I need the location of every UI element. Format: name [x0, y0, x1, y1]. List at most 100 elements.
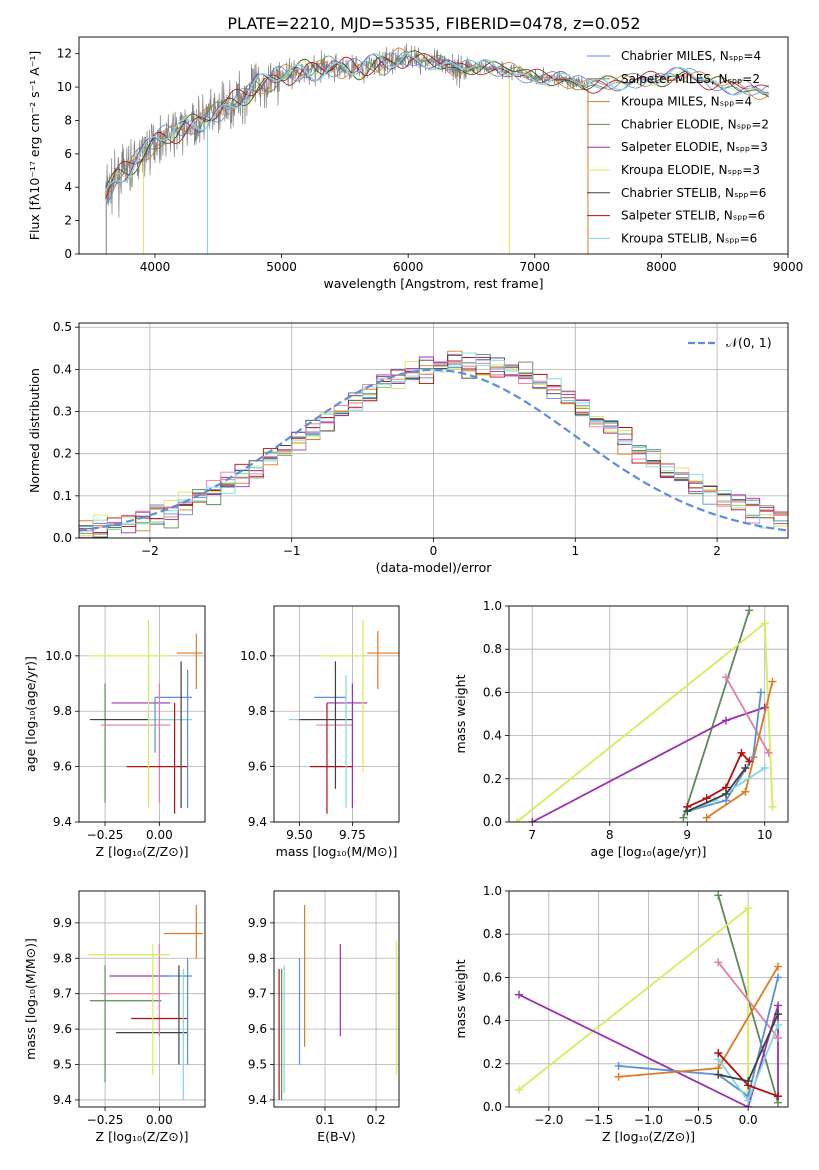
- x-tick-label: −2.0: [534, 1113, 563, 1127]
- y-axis-label: mass weight: [453, 959, 468, 1038]
- weight-point-marker: [737, 748, 746, 757]
- weight-point-marker: [702, 813, 711, 822]
- x-tick-label: 2: [713, 544, 721, 558]
- y-tick-label: 9.4: [53, 1093, 72, 1107]
- weight-point-marker: [768, 677, 777, 686]
- axes-frame: [78, 605, 206, 823]
- weight-point-marker: [714, 1070, 723, 1079]
- weight-point-marker: [745, 757, 754, 766]
- weight-point-marker: [744, 1077, 753, 1086]
- y-tick-label: 0.8: [483, 642, 502, 656]
- y-tick-label: 0.0: [53, 531, 72, 545]
- weight-point-marker: [702, 794, 711, 803]
- weight-series-line: [682, 610, 751, 818]
- y-tick-label: 0.4: [483, 1014, 502, 1028]
- x-axis-label: (data-model)/error: [376, 560, 493, 575]
- y-tick-label: 0.0: [483, 815, 502, 829]
- weight-series-line: [618, 977, 779, 1098]
- weight-point-marker: [744, 1096, 753, 1105]
- y-tick-label: 4: [64, 180, 72, 194]
- y-tick-label: 10.0: [240, 649, 267, 663]
- axes-frame: [508, 605, 789, 823]
- x-tick-label: 0.2: [366, 1113, 385, 1127]
- legend-label: Salpeter ELODIE, Nₛₚₚ=3: [621, 140, 768, 154]
- y-tick-label: 2: [64, 214, 72, 228]
- y-tick-label: 9.4: [248, 815, 267, 829]
- x-axis-label: Z [log₁₀(Z/Z⊙)]: [602, 1129, 695, 1144]
- y-tick-label: 9.8: [53, 704, 72, 718]
- weight-point-marker: [714, 891, 723, 900]
- histogram-step-line: [79, 352, 788, 538]
- y-tick-label: 8: [64, 113, 72, 127]
- plot-area: [512, 606, 777, 822]
- y-axis-label: mass weight: [453, 674, 468, 753]
- plot-area: [514, 891, 783, 1107]
- weight-series-line: [518, 993, 779, 1107]
- y-tick-label: 0.4: [483, 729, 502, 743]
- model-fit-line: [105, 52, 769, 191]
- x-axis-label: Z [log₁₀(Z/Z⊙)]: [96, 1129, 189, 1144]
- weight-point-marker: [512, 818, 521, 822]
- legend-label: Kroupa MILES, Nₛₚₚ=4: [621, 95, 752, 109]
- weight-point-marker: [774, 1010, 783, 1019]
- y-tick-label: 9.9: [248, 916, 267, 930]
- age-vs-mass-panel: 9.50 9.75 9.4 9.6 9.8 10.0 mass [log₁₀(M/M⊙)]: [240, 605, 400, 859]
- weight-point-marker: [722, 673, 730, 682]
- legend-label: Chabrier MILES, Nₛₚₚ=4: [621, 49, 761, 63]
- x-tick-label: 7: [528, 828, 536, 842]
- legend-label: Salpeter STELIB, Nₛₚₚ=6: [621, 209, 765, 223]
- y-tick-label: 6: [64, 147, 72, 161]
- weight-point-marker: [714, 958, 723, 967]
- weight-point-marker: [528, 818, 537, 822]
- x-axis-label: mass [log₁₀(M/M⊙)]: [276, 844, 398, 859]
- y-tick-label: 9.6: [248, 1022, 267, 1036]
- mass-vs-metallicity-panel: −0.25 0.00 9.4 9.5 9.6 9.7 9.8 9.9 Z [log₁₀(Z/Z⊙…: [23, 890, 206, 1144]
- y-tick-label: 10.0: [45, 649, 72, 663]
- y-tick-label: 9.6: [53, 1022, 72, 1036]
- weight-point-marker: [722, 716, 730, 725]
- y-tick-label: 9.6: [53, 760, 72, 774]
- weight-series-line: [531, 706, 766, 822]
- plot-area: [79, 350, 788, 538]
- weight-point-marker: [774, 1033, 783, 1042]
- model-fit-line: [105, 51, 769, 188]
- x-tick-label: 9.75: [339, 828, 366, 842]
- weight-point-marker: [774, 962, 783, 971]
- legend-label: Kroupa STELIB, Nₛₚₚ=6: [621, 231, 757, 245]
- weight-point-marker: [774, 1092, 783, 1101]
- y-axis-label: mass [log₁₀(M/M⊙)]: [23, 938, 38, 1060]
- weight-point-marker: [774, 1020, 783, 1029]
- weight-point-marker: [756, 688, 765, 697]
- y-tick-label: 9.7: [248, 987, 267, 1001]
- weight-point-marker: [683, 807, 692, 816]
- weight-point-marker: [745, 606, 754, 615]
- normal-curve: [79, 368, 788, 532]
- weight-series-line: [725, 676, 770, 754]
- x-tick-label: −0.25: [87, 1113, 124, 1127]
- x-tick-label: 8000: [646, 260, 677, 274]
- y-tick-label: 9.9: [53, 916, 72, 930]
- x-tick-label: −1.5: [584, 1113, 613, 1127]
- x-tick-label: 9: [683, 828, 691, 842]
- y-tick-label: 0.4: [53, 362, 72, 376]
- weight-series-line: [686, 767, 747, 813]
- y-tick-label: 0.5: [53, 320, 72, 334]
- weight-point-marker: [764, 748, 773, 757]
- plot-area: [288, 619, 399, 814]
- x-tick-label: −1: [283, 544, 301, 558]
- mass-vs-ebv-panel: 0.1 0.2 9.4 9.5 9.6 9.7 9.8 9.9 E(B-V): [248, 890, 400, 1144]
- y-tick-label: 0.2: [483, 772, 502, 786]
- axes-frame: [273, 605, 400, 823]
- x-tick-label: 8: [606, 828, 614, 842]
- axes-frame: [78, 890, 206, 1108]
- weight-vs-age-panel: 7 8 9 10 0.0 0.2 0.4 0.6 0.8 1.0 age [log₁₀(age/yr…: [453, 599, 789, 859]
- y-tick-label: 9.7: [53, 987, 72, 1001]
- x-axis-label: wavelength [Angstrom, rest frame]: [323, 276, 543, 291]
- y-tick-label: 0.6: [483, 970, 502, 984]
- x-tick-label: 10: [757, 828, 772, 842]
- weight-point-marker: [614, 1061, 623, 1070]
- y-tick-label: 9.4: [248, 1093, 267, 1107]
- y-tick-label: 0.2: [53, 447, 72, 461]
- plot-area: [87, 905, 203, 1100]
